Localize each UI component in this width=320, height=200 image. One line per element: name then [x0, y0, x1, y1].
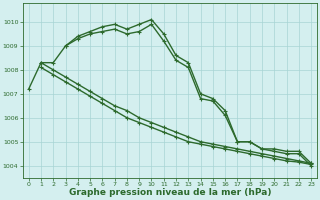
- X-axis label: Graphe pression niveau de la mer (hPa): Graphe pression niveau de la mer (hPa): [69, 188, 271, 197]
